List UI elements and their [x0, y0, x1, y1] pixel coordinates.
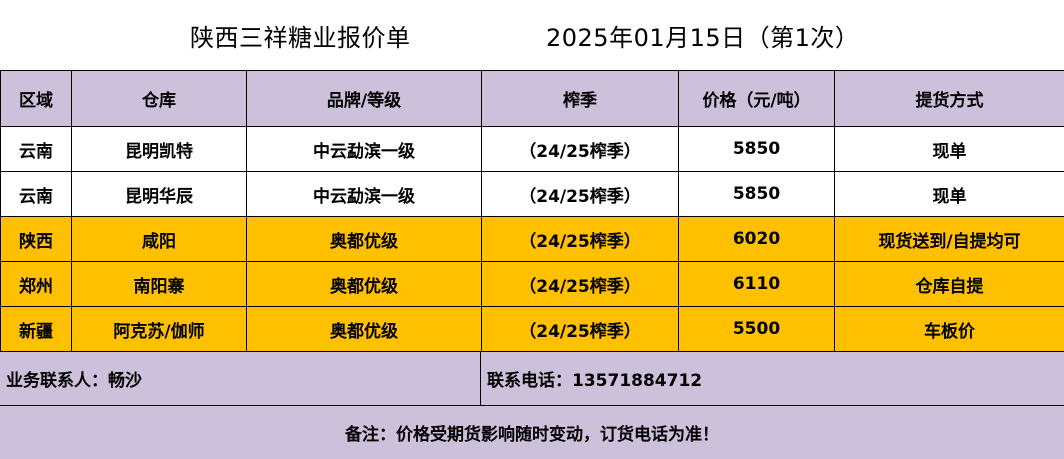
document-title: 陕西三祥糖业报价单 — [190, 24, 411, 52]
cell-price: 6020 — [678, 216, 835, 262]
table-row: 云南 昆明凯特 中云勐滨一级 （24/25榨季） 5850 现单 — [0, 126, 1064, 172]
cell-season: （24/25榨季） — [481, 216, 679, 262]
cell-season: （24/25榨季） — [481, 126, 679, 172]
cell-warehouse: 咸阳 — [71, 216, 247, 262]
cell-price: 5850 — [678, 126, 835, 172]
cell-warehouse: 昆明凯特 — [71, 126, 247, 172]
cell-brand: 奥都优级 — [246, 306, 482, 352]
contact-person: 业务联系人：畅沙 — [0, 352, 481, 405]
cell-region: 陕西 — [0, 216, 72, 262]
cell-delivery: 仓库自提 — [834, 261, 1064, 307]
cell-warehouse: 昆明华辰 — [71, 171, 247, 217]
cell-brand: 奥都优级 — [246, 216, 482, 262]
cell-warehouse: 阿克苏/伽师 — [71, 306, 247, 352]
cell-delivery: 车板价 — [834, 306, 1064, 352]
cell-season: （24/25榨季） — [481, 171, 679, 217]
cell-region: 郑州 — [0, 261, 72, 307]
cell-brand: 中云勐滨一级 — [246, 126, 482, 172]
table-row: 陕西 咸阳 奥都优级 （24/25榨季） 6020 现货送到/自提均可 — [0, 216, 1064, 262]
cell-price: 5850 — [678, 171, 835, 217]
cell-price: 5500 — [678, 306, 835, 352]
title-bar: 陕西三祥糖业报价单 2025年01月15日（第1次） — [0, 0, 1064, 70]
cell-brand: 奥都优级 — [246, 261, 482, 307]
cell-region: 云南 — [0, 171, 72, 217]
contact-phone: 联系电话：13571884712 — [487, 371, 703, 391]
header-warehouse: 仓库 — [71, 70, 247, 127]
cell-region: 云南 — [0, 126, 72, 172]
table-body: 云南 昆明凯特 中云勐滨一级 （24/25榨季） 5850 现单 云南 昆明华辰… — [0, 126, 1064, 352]
table-row: 云南 昆明华辰 中云勐滨一级 （24/25榨季） 5850 现单 — [0, 171, 1064, 217]
table-row: 新疆 阿克苏/伽师 奥都优级 （24/25榨季） 5500 车板价 — [0, 306, 1064, 352]
header-region: 区域 — [0, 70, 72, 127]
cell-season: （24/25榨季） — [481, 261, 679, 307]
cell-warehouse: 南阳寨 — [71, 261, 247, 307]
header-season: 榨季 — [481, 70, 679, 127]
document-date: 2025年01月15日（第1次） — [546, 24, 860, 52]
cell-region: 新疆 — [0, 306, 72, 352]
cell-price: 6110 — [678, 261, 835, 307]
table-header-row: 区域 仓库 品牌/等级 榨季 价格（元/吨） 提货方式 — [0, 70, 1064, 127]
price-table: 区域 仓库 品牌/等级 榨季 价格（元/吨） 提货方式 云南 昆明凯特 中云勐滨… — [0, 70, 1064, 352]
header-delivery: 提货方式 — [834, 70, 1064, 127]
cell-delivery: 现单 — [834, 171, 1064, 217]
cell-brand: 中云勐滨一级 — [246, 171, 482, 217]
header-brand: 品牌/等级 — [246, 70, 482, 127]
price-note: 备注：价格受期货影响随时变动，订货电话为准！ — [0, 406, 1064, 459]
contact-row: 业务联系人：畅沙 联系电话：13571884712 — [0, 351, 1064, 406]
cell-delivery: 现单 — [834, 126, 1064, 172]
table-row: 郑州 南阳寨 奥都优级 （24/25榨季） 6110 仓库自提 — [0, 261, 1064, 307]
header-price: 价格（元/吨） — [678, 70, 835, 127]
cell-season: （24/25榨季） — [481, 306, 679, 352]
cell-delivery: 现货送到/自提均可 — [834, 216, 1064, 262]
